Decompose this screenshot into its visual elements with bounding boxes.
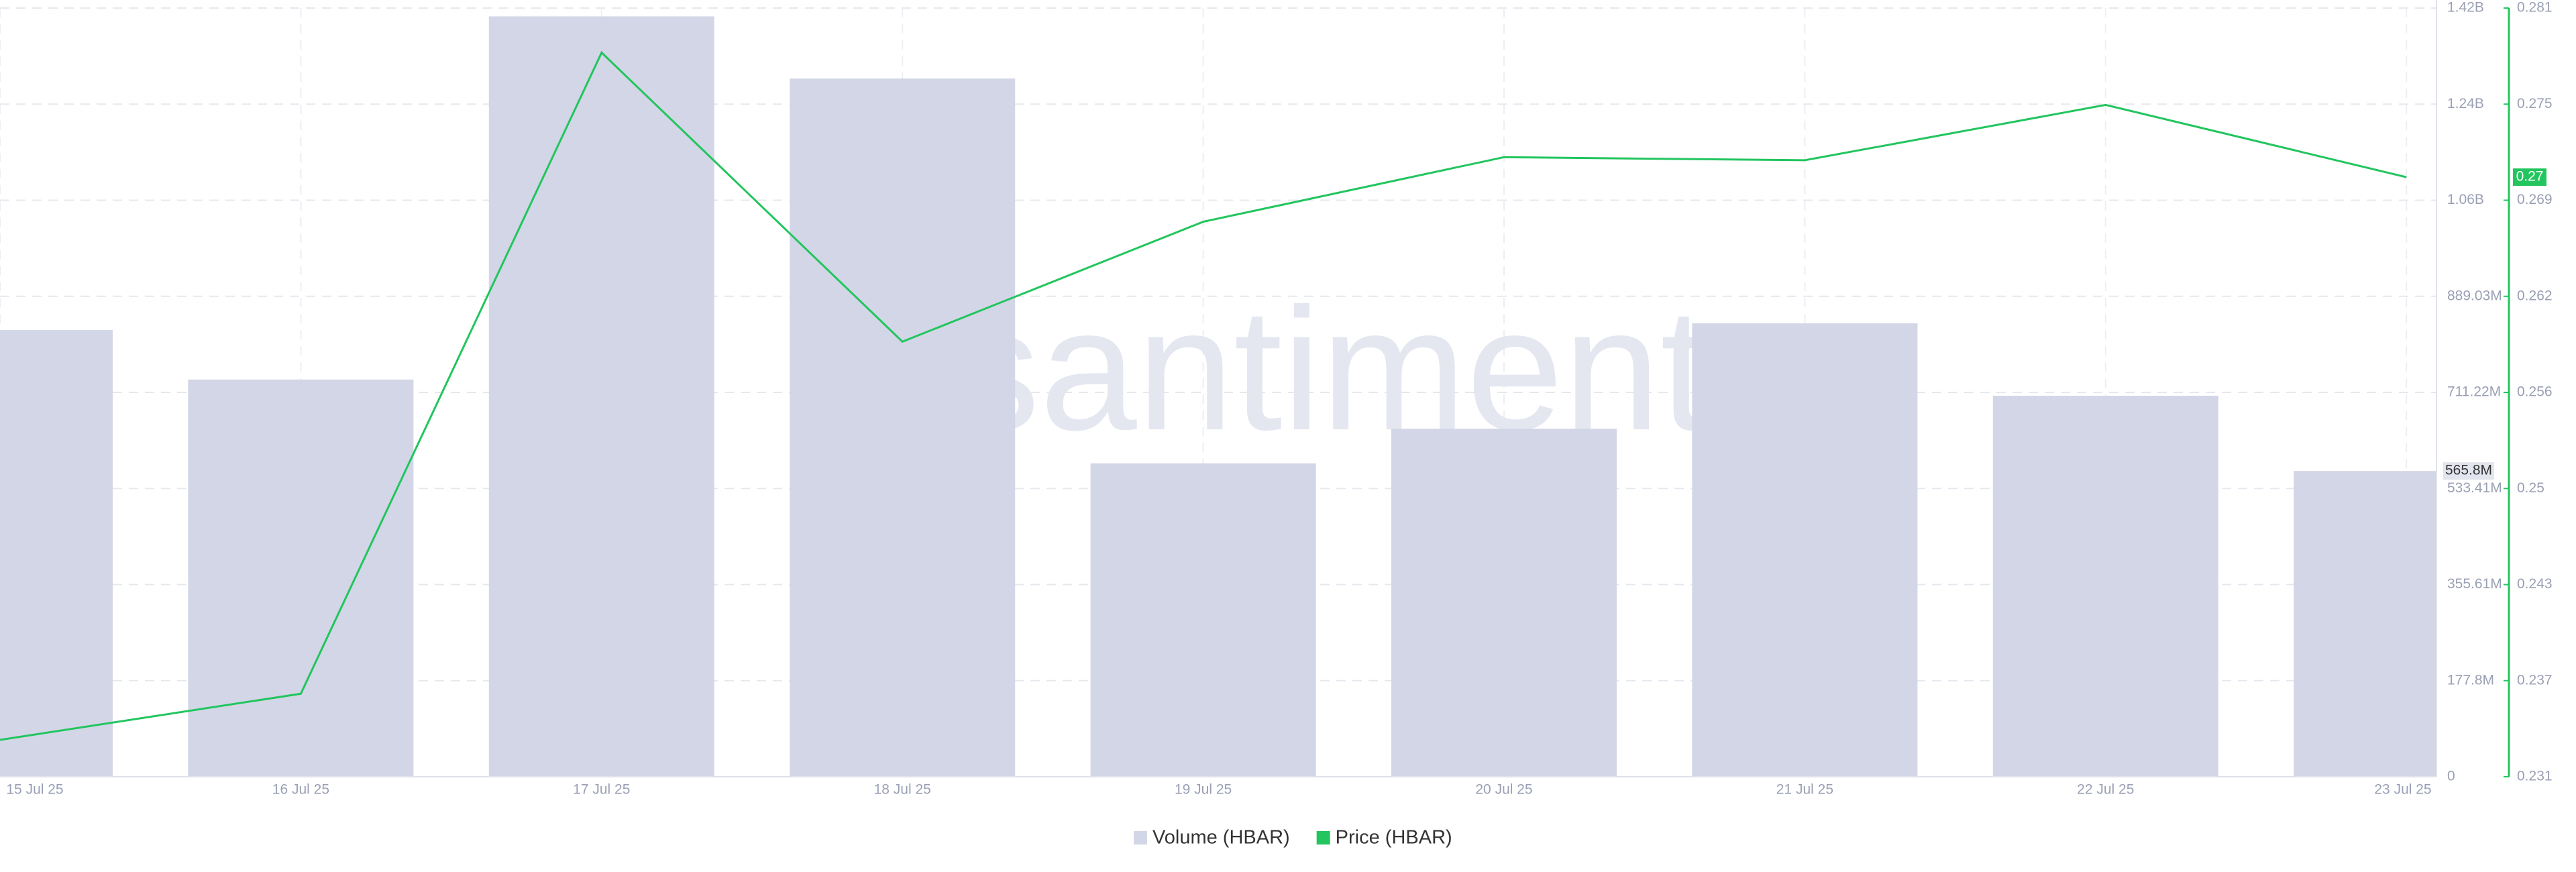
x-tick-label: 22 Jul 25 xyxy=(2077,782,2134,798)
x-tick-label: 18 Jul 25 xyxy=(874,782,931,798)
y2-tick-label: 0.275 xyxy=(2517,96,2553,111)
x-tick-label: 15 Jul 25 xyxy=(6,782,63,798)
bar xyxy=(790,78,1016,777)
bar xyxy=(0,330,113,777)
axes: 0 177.8M 355.61M 533.41M 711.22M 889.03M 1.06B… xyxy=(0,0,2553,798)
value-badge xyxy=(2443,462,2494,480)
price-line xyxy=(0,50,2407,741)
watermark: santiment. xyxy=(953,272,1757,467)
y-tick-label: 0 xyxy=(2447,769,2455,784)
y2-tick-label: 0.269 xyxy=(2517,192,2553,207)
bar xyxy=(1992,396,2218,777)
bar xyxy=(488,16,714,777)
x-tick-label: 21 Jul 25 xyxy=(1776,782,1833,798)
y2-tick-label: 0.256 xyxy=(2517,384,2553,400)
y2-tick-label: 0.281 xyxy=(2517,0,2553,15)
x-tick-label: 17 Jul 25 xyxy=(573,782,630,798)
y2-tick-label: 0.243 xyxy=(2517,576,2553,592)
bar xyxy=(188,379,414,777)
y2-tick-label: 0.237 xyxy=(2517,672,2553,688)
value-label: 0.27 xyxy=(2516,169,2544,184)
x-tick-label: 19 Jul 25 xyxy=(1175,782,1232,798)
value-label: 565.8M xyxy=(2445,463,2492,478)
legend-label: Volume (HBAR) xyxy=(1152,827,1290,849)
x-tick-label: 23 Jul 25 xyxy=(2374,782,2431,798)
y2-tick-label: 0.231 xyxy=(2517,769,2553,784)
legend-swatch xyxy=(1316,831,1330,844)
bar xyxy=(1692,323,1918,777)
x-tick-label: 16 Jul 25 xyxy=(272,782,329,798)
y2-tick-label: 0.262 xyxy=(2517,288,2553,303)
y-tick-label: 1.42B xyxy=(2447,0,2484,15)
y-tick-label: 711.22M xyxy=(2447,384,2501,400)
legend: Volume (HBAR) Price (HBAR) xyxy=(1134,827,1452,849)
y-tick-label: 355.61M xyxy=(2447,576,2502,592)
legend-swatch xyxy=(1134,831,1147,844)
y-tick-label: 177.8M xyxy=(2447,672,2494,688)
y-tick-label: 533.41M xyxy=(2447,480,2502,496)
x-tick-label: 20 Jul 25 xyxy=(1475,782,1532,798)
plot-area: santiment. xyxy=(0,16,2436,777)
bar xyxy=(1090,463,1316,777)
y2-tick-label: 0.25 xyxy=(2517,480,2544,496)
bar xyxy=(2294,471,2436,777)
y-tick-label: 889.03M xyxy=(2447,288,2502,303)
legend-label: Price (HBAR) xyxy=(1336,827,1452,849)
y-tick-label: 1.06B xyxy=(2447,192,2484,207)
value-badge xyxy=(2513,168,2546,186)
y-tick-label: 1.24B xyxy=(2447,96,2484,111)
bar xyxy=(1391,429,1617,777)
